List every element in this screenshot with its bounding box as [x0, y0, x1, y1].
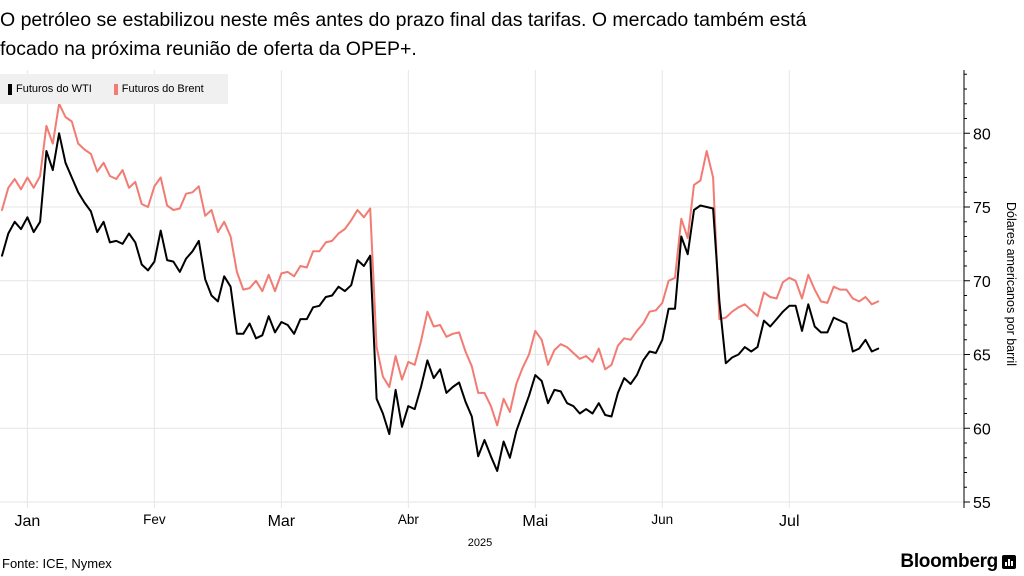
chart-title: O petróleo se estabilizou neste mês ante…	[0, 9, 807, 60]
legend-label-brent: Futuros do Brent	[121, 83, 204, 95]
legend-label-wti: Futuros do WTI	[16, 83, 92, 95]
chart-grid	[0, 70, 964, 508]
bloomberg-mark-icon	[1002, 555, 1016, 569]
y-tick-label: 55	[973, 495, 991, 512]
x-tick-label: Jun	[651, 512, 673, 527]
x-axis: Jan Fev Mar Abr Mai Jun Jul 2025	[14, 512, 799, 549]
x-tick-label: Jan	[14, 513, 40, 530]
brand-name: Bloomberg	[900, 551, 998, 572]
y-axis-label: Dólares americanos por barril	[1004, 202, 1018, 366]
y-tick-label: 70	[973, 274, 991, 291]
x-year-label: 2025	[468, 537, 492, 549]
x-tick-label: Jul	[779, 513, 799, 530]
legend-swatch-brent	[113, 83, 118, 95]
y-tick-label: 65	[973, 348, 991, 365]
y-tick-label: 75	[973, 200, 991, 217]
chart-lines	[1, 102, 880, 472]
y-tick-label: 60	[973, 421, 991, 438]
source-note: Fonte: ICE, Nymex	[2, 556, 112, 571]
legend-swatch-wti	[8, 83, 12, 95]
x-tick-label: Mar	[268, 513, 296, 530]
legend-item-brent: Futuros do Brent	[113, 83, 204, 95]
bloomberg-logo: Bloomberg	[900, 551, 1016, 573]
x-tick-label: Abr	[398, 512, 420, 527]
legend-item-wti: Futuros do WTI	[8, 83, 92, 95]
x-tick-label: Fev	[143, 512, 166, 527]
x-tick-label: Mai	[522, 513, 548, 530]
series-line	[1, 132, 880, 472]
y-tick-label: 80	[973, 126, 991, 143]
chart-legend: Futuros do WTI Futuros do Brent	[0, 74, 228, 104]
y-axis: 55 60 65 70 75 80 Dólares americanos por barri…	[963, 70, 1018, 512]
series-line	[1, 102, 880, 427]
